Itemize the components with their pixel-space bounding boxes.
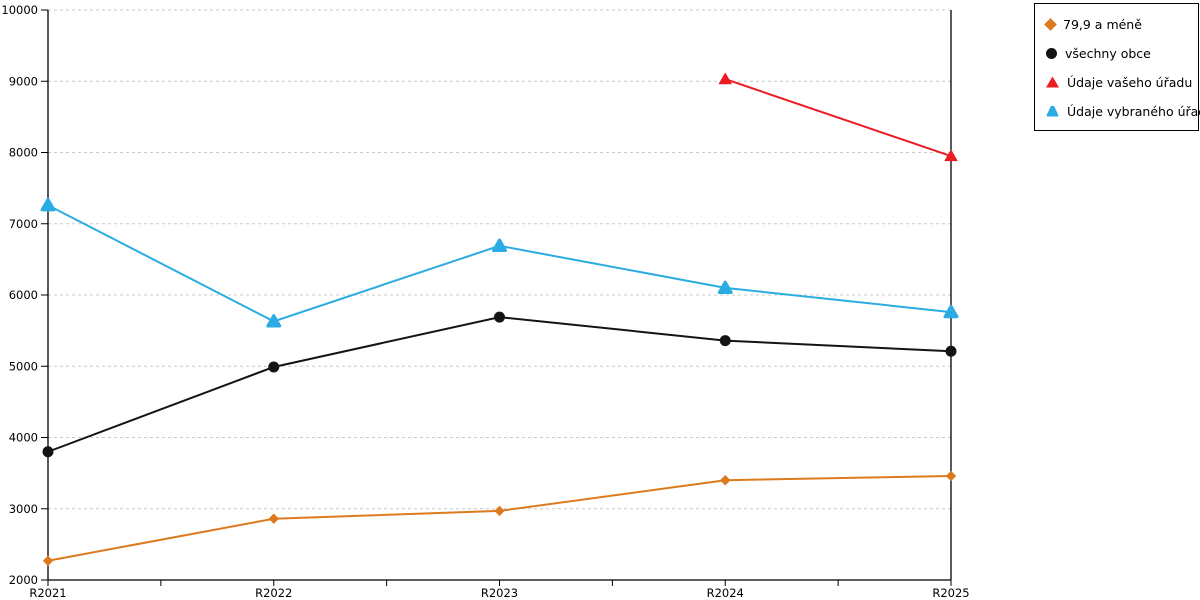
y-axis-label: 8000 bbox=[9, 146, 38, 160]
data-point-marker bbox=[943, 304, 959, 319]
series-line bbox=[724, 78, 952, 158]
x-axis-label: R2023 bbox=[481, 586, 518, 600]
series-line bbox=[47, 316, 952, 453]
data-point-marker bbox=[718, 72, 732, 85]
data-point-marker bbox=[945, 345, 957, 357]
data-point-marker bbox=[720, 475, 731, 486]
triangle-marker-icon bbox=[1046, 76, 1059, 88]
data-point-marker bbox=[494, 311, 505, 323]
y-axis-label: 9000 bbox=[9, 74, 38, 88]
data-point-marker bbox=[40, 197, 56, 212]
y-axis-label: 7000 bbox=[9, 217, 38, 231]
legend-item: 79,9 a méně bbox=[1044, 13, 1194, 35]
legend-item: všechny obce bbox=[1046, 42, 1194, 64]
triangle-marker-icon bbox=[1046, 105, 1059, 117]
y-axis-label: 2000 bbox=[9, 573, 38, 587]
data-point-marker bbox=[492, 238, 507, 252]
data-point-marker bbox=[42, 555, 54, 566]
diamond-marker-icon bbox=[1044, 17, 1057, 31]
series-line bbox=[47, 204, 952, 323]
y-axis-label: 10000 bbox=[1, 3, 38, 17]
circle-marker-icon bbox=[1046, 47, 1057, 59]
data-point-marker bbox=[717, 280, 733, 294]
y-axis-label: 3000 bbox=[9, 502, 38, 516]
legend-label: Údaje vybraného úřadu bbox=[1067, 103, 1200, 119]
data-point-marker bbox=[268, 513, 279, 524]
data-point-marker bbox=[42, 446, 54, 458]
data-point-marker bbox=[494, 505, 505, 517]
legend-label: všechny obce bbox=[1065, 45, 1151, 61]
y-axis-label: 6000 bbox=[9, 288, 38, 302]
data-point-marker bbox=[268, 361, 280, 373]
legend: 79,9 a méně všechny obce Údaje vašeho úř… bbox=[1034, 3, 1200, 131]
x-axis-label: R2022 bbox=[255, 586, 292, 600]
x-axis-label: R2024 bbox=[707, 586, 744, 600]
data-point-marker bbox=[719, 335, 731, 347]
data-point-marker bbox=[266, 314, 282, 328]
legend-item: Údaje vašeho úřadu bbox=[1046, 71, 1194, 93]
legend-item: Údaje vybraného úřadu bbox=[1046, 100, 1200, 122]
data-point-marker bbox=[944, 149, 958, 162]
legend-label: Údaje vašeho úřadu bbox=[1067, 74, 1193, 90]
y-axis-label: 5000 bbox=[9, 359, 38, 373]
x-axis-label: R2021 bbox=[29, 586, 66, 600]
data-point-marker bbox=[945, 470, 957, 482]
legend-label: 79,9 a méně bbox=[1063, 16, 1142, 32]
x-axis-label: R2025 bbox=[932, 586, 969, 600]
series-line bbox=[47, 474, 952, 562]
y-axis-label: 4000 bbox=[9, 431, 38, 445]
